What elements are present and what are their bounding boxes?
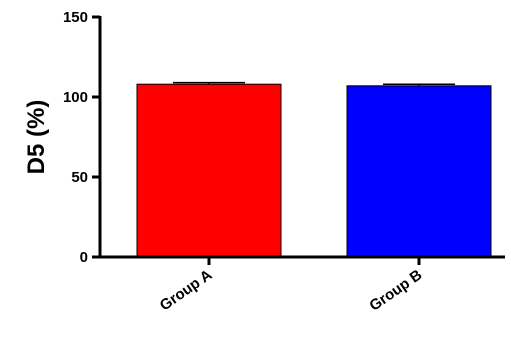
- y-tick-label-100: 100: [63, 89, 88, 106]
- y-tick-label-150: 150: [63, 9, 88, 26]
- bar-group-a: [137, 84, 281, 257]
- x-tick-label-group-b: Group B: [366, 266, 425, 314]
- y-tick-label-50: 50: [71, 169, 88, 186]
- plot-area: 0 50 100 150 Group A Group B: [63, 9, 505, 315]
- bar-group-b: [347, 86, 491, 257]
- y-tick-label-0: 0: [80, 249, 88, 266]
- x-tick-label-group-a: Group A: [157, 266, 216, 314]
- y-axis-label: D5 (%): [23, 100, 50, 175]
